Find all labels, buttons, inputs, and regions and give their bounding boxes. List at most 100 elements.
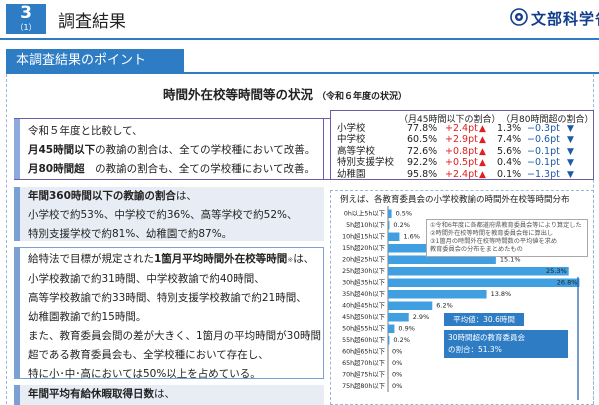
summary-45h-percent: 92.2% xyxy=(407,157,438,169)
summary-row: 特別支援学校 92.2% +0.5pt 0.4% −0.1pt ▲ ▼ xyxy=(331,157,595,169)
summary-80h-percent: 0.4% xyxy=(497,157,522,169)
section-banner: 本調査結果のポイント xyxy=(6,49,184,73)
banner-divider xyxy=(6,72,599,74)
chart-value-label: 6.2% xyxy=(436,302,453,310)
block1-line2-bold: 月45時間以下 xyxy=(28,144,96,156)
summary-row: 幼稚園 95.8% +2.4pt 0.1% −1.3pt ▲ ▼ xyxy=(331,169,595,181)
block4-line1-rest: は、 xyxy=(154,388,175,400)
point-block-monthly-average: 給特法で目標が規定された1箇月平均時間外在校等時間※は、 小学校教諭で約31時間… xyxy=(14,247,324,380)
summary-80h-percent: 1.3% xyxy=(497,123,522,134)
chart-bar xyxy=(388,267,569,276)
chart-bar xyxy=(388,313,409,322)
block-accent-bar xyxy=(14,119,20,179)
chart-category-label: 15h超20h以下 xyxy=(342,243,385,252)
mext-logo-icon xyxy=(510,8,528,26)
summary-80h-change: −0.3pt xyxy=(527,123,560,134)
over-30h-share-label: 30時間超の教育委員会 の割合：51.3% xyxy=(444,330,568,358)
distribution-bar-chart: 0h以上5h以下 0.5% 5h超10h以下 0.2% 10h超15h以下 1.6% 15h… xyxy=(342,206,580,400)
summary-header-80h: （月80時間超の割合） xyxy=(501,115,594,125)
chart-category-label: 55h超60h以下 xyxy=(342,335,385,344)
block3-line1-bold: 1箇月平均時間外在校等時間 xyxy=(154,253,288,265)
summary-school-type: 中学校 xyxy=(337,134,366,146)
chart-value-label: 0% xyxy=(392,359,402,367)
summary-45h-change: +0.8pt xyxy=(445,145,478,157)
chart-value-label: 0.2% xyxy=(393,336,410,344)
chart-bar xyxy=(388,209,392,218)
chart-value-label: 1.6% xyxy=(403,233,420,241)
block1-line3-rest: の教諭の割合も、全ての学校種において改善。 xyxy=(84,163,315,175)
block1-line1: 令和５年度と比較して、 xyxy=(28,125,143,137)
chart-category-label: 60h超65h以下 xyxy=(342,347,385,356)
block2-line1-bold: 年間360時間以下の教諭の割合 xyxy=(28,190,176,202)
section-number-badge: 3 （1） xyxy=(6,4,46,34)
summary-45h-percent: 60.5% xyxy=(407,134,438,146)
header-divider xyxy=(0,38,599,40)
chart-bar xyxy=(388,232,400,241)
chart-category-label: 20h超25h以下 xyxy=(342,255,385,264)
summary-80h-percent: 7.4% xyxy=(497,134,522,146)
down-arrow-icon: ▼ xyxy=(567,158,574,169)
block2-line3: 特別支援学校で約81%、幼稚園で約87%。 xyxy=(28,228,233,240)
chart-category-label: 50h超55h以下 xyxy=(342,324,385,333)
chart-explanation-note: ①令和6年度に各都道府県教育委員会等により算定した ②時間外在校等時間を教育委員… xyxy=(426,219,588,257)
chart-category-label: 35h超40h以下 xyxy=(342,289,385,298)
section-subnumber: （1） xyxy=(15,23,37,32)
chart-value-label: 26.8% xyxy=(557,279,578,287)
chart-title: 例えば、各教育委員会の小学校教諭の時間外在校等時間分布 xyxy=(340,195,570,205)
chart-category-label: 40h超45h以下 xyxy=(342,301,385,310)
down-arrow-icon: ▼ xyxy=(567,124,574,134)
summary-45h-change: +2.4pt xyxy=(445,168,478,180)
chart-bar xyxy=(388,255,496,264)
block1-line2-rest: の教諭の割合は、全ての学校種において改善。 xyxy=(95,144,316,156)
chart-bar xyxy=(388,278,580,287)
chart-value-label: 0% xyxy=(392,371,402,379)
up-arrow-icon: ▲ xyxy=(479,158,486,169)
chart-value-label: 0% xyxy=(392,382,402,390)
summary-school-type: 高等学校 xyxy=(337,145,376,157)
chart-value-label: 0.5% xyxy=(396,210,413,218)
summary-45h-change: +2.9pt xyxy=(445,134,478,146)
chart-category-label: 25h超30h以下 xyxy=(342,266,385,275)
summary-row: 中学校 60.5% +2.9pt 7.4% −0.6pt ▲ ▼ xyxy=(331,134,595,146)
summary-school-type: 小学校 xyxy=(337,123,366,134)
section-number: 3 xyxy=(20,3,32,23)
block1-line2: 月45時間以下の教諭の割合は、全ての学校種において改善。 xyxy=(28,141,323,160)
chart-category-label: 10h超15h以下 xyxy=(342,232,385,241)
chart-value-label: 25.3% xyxy=(546,267,567,275)
block4-line1-bold: 年間平均有給休暇取得日数 xyxy=(28,388,154,400)
explain-line-2: ②時間外在校等時間を教育委員会毎に算出し xyxy=(430,230,554,237)
summary-school-type: 特別支援学校 xyxy=(337,157,395,169)
summary-school-type: 幼稚園 xyxy=(337,168,366,180)
explain-line-1: ①令和6年度に各都道府県教育委員会等により算定した xyxy=(430,222,582,229)
down-arrow-icon: ▼ xyxy=(567,169,574,180)
chart-bar xyxy=(388,221,390,230)
block3-line1: 給特法で目標が規定された1箇月平均時間外在校等時間※は、 xyxy=(28,250,323,270)
chart-bar xyxy=(388,336,390,345)
summary-45h-percent: 72.6% xyxy=(407,145,438,157)
header: 3 （1） 調査結果 文部科学省 xyxy=(0,0,599,40)
block2-line1: 年間360時間以下の教諭の割合は、 xyxy=(28,187,324,206)
chart-value-label: 0.2% xyxy=(393,221,410,229)
chart-value-label: 0% xyxy=(392,348,402,356)
chart-category-label: 75h超80h以下 xyxy=(342,381,385,390)
summary-80h-change: −1.3pt xyxy=(527,168,560,180)
point-block-comparison: 令和５年度と比較して、 月45時間以下の教諭の割合は、全ての学校種において改善。… xyxy=(14,118,324,180)
chart-value-label: 15.1% xyxy=(500,256,521,264)
block3-line7: 特に小･中･高においては50%以上を占めている。 xyxy=(28,368,261,380)
summary-45h-percent: 77.8% xyxy=(407,123,438,134)
block3-line3: 高等学校教諭で約33時間、特別支援学校教諭で約21時間、 xyxy=(28,292,307,304)
average-value-label: 平均値：30.6時間 xyxy=(444,313,524,326)
summary-row: 高等学校 72.6% +0.8pt 5.6% −0.1pt ▲ ▼ xyxy=(331,146,595,158)
explain-line-3: ③1箇月の時間外在校等時間数の平均値を求め xyxy=(430,238,558,245)
main-heading: 時間外在校等時間等の状況 （令和６年度の状況） xyxy=(163,84,407,103)
summary-45h-change: +2.4pt xyxy=(445,123,478,134)
chart-category-label: 30h超35h以下 xyxy=(342,278,385,287)
block-accent-bar xyxy=(14,187,20,241)
explain-line-4: 教育委員会の分布をまとめたもの xyxy=(430,246,523,253)
up-arrow-icon: ▲ xyxy=(479,146,486,157)
chart-value-label: 13.8% xyxy=(491,290,512,298)
down-arrow-icon: ▼ xyxy=(567,146,574,157)
chart-value-label: 0.9% xyxy=(398,325,415,333)
main-heading-text: 時間外在校等時間等の状況 xyxy=(163,87,314,102)
chart-value-label: 2.9% xyxy=(413,313,430,321)
